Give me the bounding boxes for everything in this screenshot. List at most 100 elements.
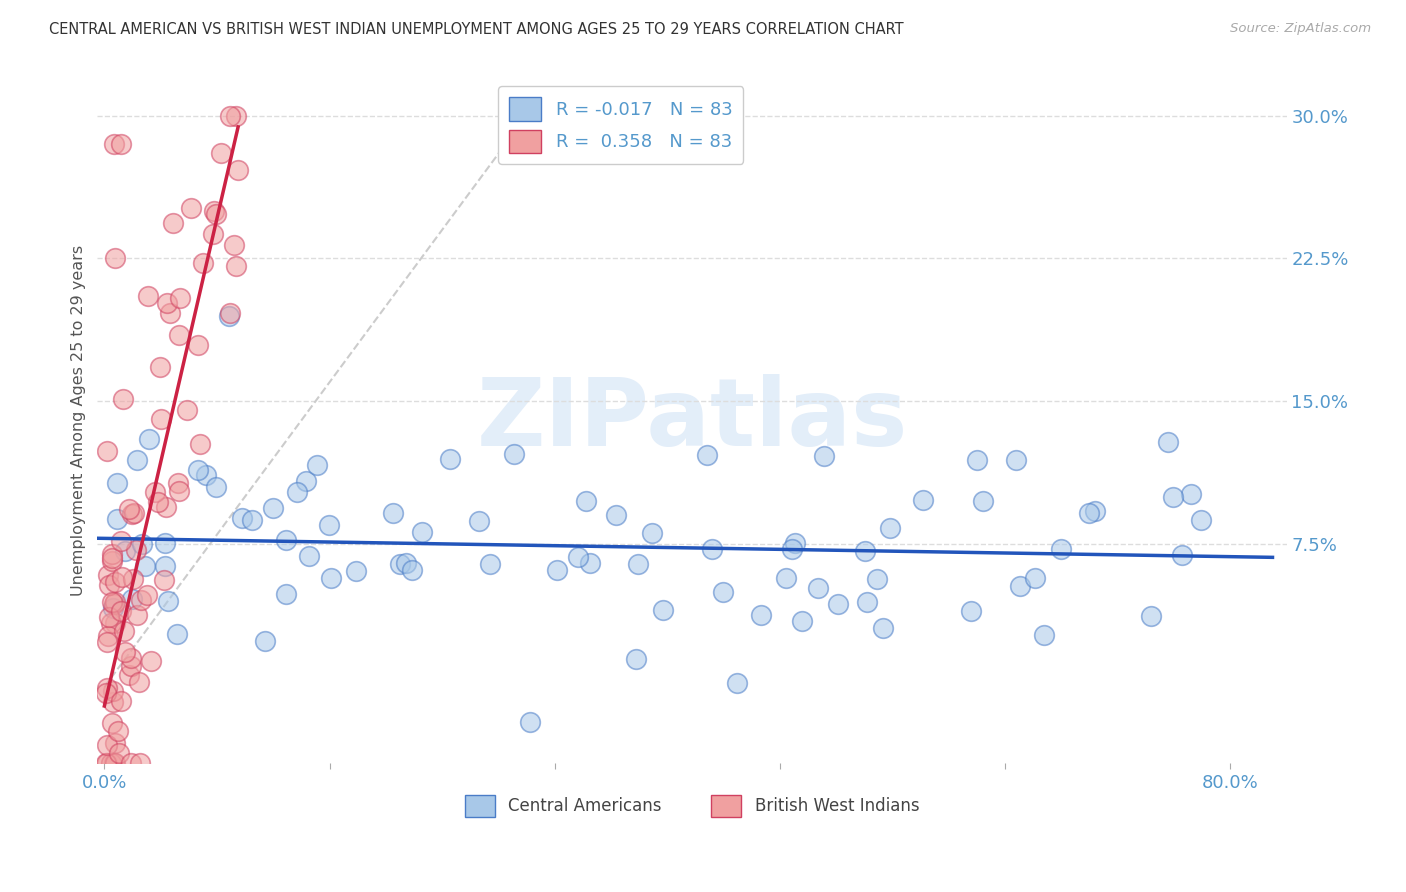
Point xyxy=(388,557,411,571)
Point xyxy=(155,500,177,514)
Point xyxy=(94,686,117,700)
Point xyxy=(96,635,118,649)
Point xyxy=(575,494,598,508)
Point xyxy=(100,595,122,609)
Point xyxy=(176,403,198,417)
Point xyxy=(468,515,491,529)
Point xyxy=(775,571,797,585)
Point xyxy=(1084,504,1107,518)
Point xyxy=(141,655,163,669)
Point xyxy=(827,597,849,611)
Point xyxy=(114,644,136,658)
Point xyxy=(104,575,127,590)
Point xyxy=(104,615,127,630)
Point xyxy=(785,535,807,549)
Point xyxy=(853,544,876,558)
Point xyxy=(96,738,118,752)
Point xyxy=(276,587,298,601)
Point xyxy=(872,621,894,635)
Point xyxy=(503,446,526,460)
Point xyxy=(960,604,983,618)
Point xyxy=(209,145,232,160)
Point xyxy=(218,305,240,319)
Point xyxy=(401,563,423,577)
Point xyxy=(240,513,263,527)
Point xyxy=(97,568,120,582)
Point xyxy=(167,484,190,499)
Point xyxy=(1005,453,1028,467)
Point xyxy=(103,756,125,771)
Point xyxy=(104,595,127,609)
Point xyxy=(101,716,124,731)
Point xyxy=(519,715,541,730)
Point xyxy=(166,627,188,641)
Point xyxy=(180,201,202,215)
Point xyxy=(218,309,240,323)
Point xyxy=(101,550,124,565)
Point xyxy=(100,756,122,771)
Point xyxy=(1157,434,1180,449)
Point xyxy=(146,495,169,509)
Point xyxy=(790,614,813,628)
Point xyxy=(101,554,124,568)
Point xyxy=(807,581,830,595)
Point xyxy=(121,572,143,586)
Point xyxy=(129,756,152,771)
Point xyxy=(226,162,249,177)
Point xyxy=(98,609,121,624)
Point xyxy=(143,485,166,500)
Point xyxy=(103,137,125,152)
Point xyxy=(156,296,179,310)
Point xyxy=(156,593,179,607)
Point xyxy=(110,137,132,152)
Point xyxy=(162,216,184,230)
Point xyxy=(193,256,215,270)
Point xyxy=(96,681,118,695)
Point xyxy=(253,633,276,648)
Point xyxy=(972,494,994,508)
Point xyxy=(96,443,118,458)
Point xyxy=(118,502,141,516)
Point xyxy=(125,607,148,622)
Point xyxy=(169,328,191,343)
Point xyxy=(108,747,131,761)
Point xyxy=(96,756,118,771)
Point xyxy=(749,608,772,623)
Point xyxy=(344,564,367,578)
Point xyxy=(439,452,461,467)
Point xyxy=(107,723,129,738)
Point xyxy=(224,238,246,252)
Point xyxy=(187,338,209,352)
Point xyxy=(205,206,228,220)
Point xyxy=(131,537,153,551)
Point xyxy=(112,392,135,406)
Point xyxy=(118,668,141,682)
Point xyxy=(103,597,125,611)
Point xyxy=(114,624,136,639)
Point xyxy=(153,573,176,587)
Point xyxy=(1010,579,1032,593)
Point xyxy=(125,542,148,557)
Point xyxy=(111,570,134,584)
Text: ZIPatlas: ZIPatlas xyxy=(477,375,908,467)
Point xyxy=(187,463,209,477)
Point xyxy=(318,517,340,532)
Point xyxy=(605,508,627,522)
Point xyxy=(711,585,734,599)
Point xyxy=(205,480,228,494)
Point xyxy=(105,475,128,490)
Point xyxy=(1161,491,1184,505)
Point xyxy=(121,591,143,606)
Point xyxy=(153,558,176,573)
Point xyxy=(262,500,284,515)
Point xyxy=(1032,628,1054,642)
Point xyxy=(298,549,321,563)
Point xyxy=(411,524,433,539)
Point xyxy=(1078,506,1101,520)
Point xyxy=(169,291,191,305)
Point xyxy=(134,559,156,574)
Point xyxy=(104,251,127,265)
Point xyxy=(167,476,190,491)
Point xyxy=(121,508,143,522)
Point xyxy=(103,736,125,750)
